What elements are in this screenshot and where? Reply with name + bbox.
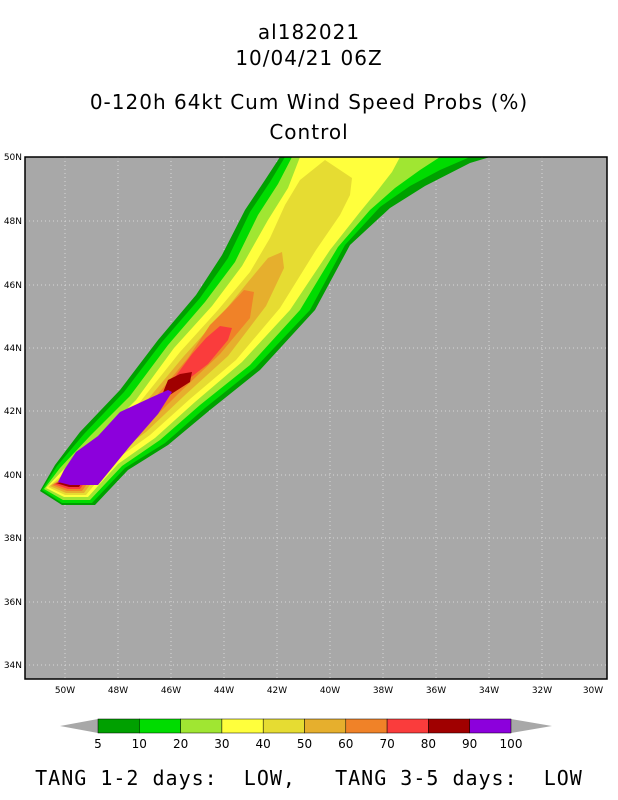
lon-label: 46W xyxy=(161,686,181,696)
plot-frame xyxy=(24,156,608,680)
probability-bands xyxy=(40,157,490,505)
datetime-title: 10/04/21 06Z xyxy=(235,46,383,70)
legend-label: 20 xyxy=(173,737,188,751)
band-80-90 xyxy=(56,372,192,487)
legend-swatch xyxy=(97,718,140,734)
legend-label: 60 xyxy=(338,737,353,751)
legend-label: 30 xyxy=(214,737,229,751)
lat-label: 48N xyxy=(4,217,22,227)
legend-label: 80 xyxy=(421,737,436,751)
product-title: 0-120h 64kt Cum Wind Speed Probs (%) xyxy=(89,90,529,114)
legend-low-arrow xyxy=(60,719,98,733)
lat-label: 44N xyxy=(4,344,22,354)
storm-id-title: al182021 xyxy=(257,20,361,44)
lat-label: 42N xyxy=(4,407,22,417)
legend-label: 5 xyxy=(94,737,102,751)
band-40-50 xyxy=(48,160,352,495)
color-legend: 5 10 20 30 40 50 60 70 80 90 100 xyxy=(60,718,552,751)
lat-label: 34N xyxy=(4,661,22,671)
lat-label: 36N xyxy=(4,598,22,608)
lon-label: 44W xyxy=(214,686,234,696)
lon-label: 50W xyxy=(55,686,75,696)
lon-label: 40W xyxy=(320,686,340,696)
band-90-100 xyxy=(58,390,172,485)
legend-swatch xyxy=(386,718,429,734)
lon-label: 38W xyxy=(373,686,393,696)
lat-label: 38N xyxy=(4,534,22,544)
legend-swatch xyxy=(304,718,347,734)
legend-label: 50 xyxy=(297,737,312,751)
legend-swatch xyxy=(469,718,512,734)
lat-label: 50N xyxy=(4,153,22,163)
legend-label: 100 xyxy=(500,737,523,751)
probability-map: 50N 48N 46N 44N 42N 40N 38N 36N 34N 50W … xyxy=(4,153,608,751)
legend-label: 10 xyxy=(132,737,147,751)
legend-swatch xyxy=(262,718,305,734)
lon-label: 42W xyxy=(267,686,287,696)
legend-label: 40 xyxy=(256,737,271,751)
legend-label: 70 xyxy=(379,737,394,751)
lat-lon-grid xyxy=(25,157,607,679)
band-70-80 xyxy=(54,326,232,489)
lon-label: 32W xyxy=(532,686,552,696)
lon-label: 30W xyxy=(583,686,603,696)
legend-swatch xyxy=(221,718,264,734)
legend-swatch xyxy=(139,718,181,734)
lon-label: 34W xyxy=(479,686,499,696)
tang-status: TANG 1-2 days: LOW, TANG 3-5 days: LOW xyxy=(35,766,583,790)
legend-swatch xyxy=(428,718,470,734)
lat-label: 46N xyxy=(4,281,22,291)
legend-high-arrow xyxy=(511,719,552,733)
legend-swatch xyxy=(180,718,223,734)
legend-label: 90 xyxy=(462,737,477,751)
lon-label: 48W xyxy=(108,686,128,696)
run-title: Control xyxy=(269,120,349,144)
lon-label: 36W xyxy=(426,686,446,696)
lat-label: 40N xyxy=(4,471,22,481)
band-60-70 xyxy=(52,290,254,491)
legend-swatch xyxy=(345,718,388,734)
